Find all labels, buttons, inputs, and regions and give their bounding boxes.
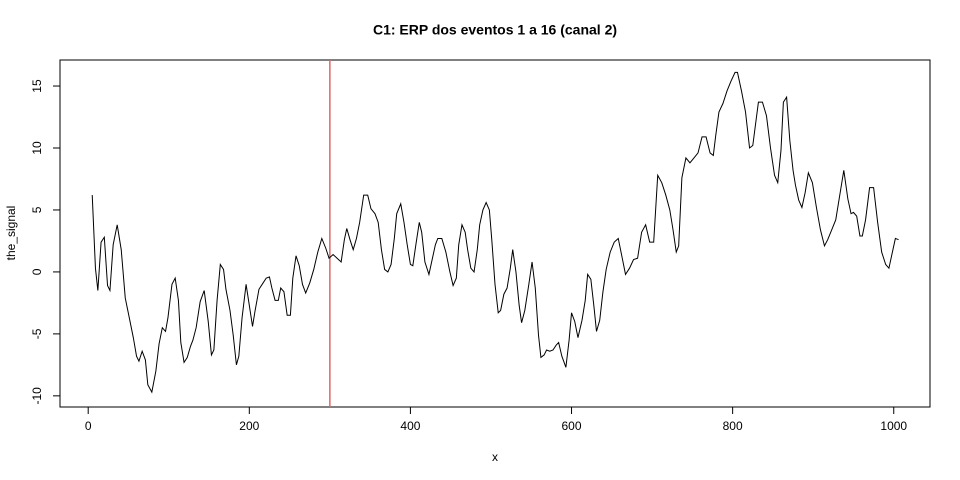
plot-box: [59, 59, 931, 408]
x-tick-label: 400: [400, 419, 420, 433]
y-tick-label: 15: [30, 79, 44, 93]
y-tick-label: 10: [30, 141, 44, 155]
y-axis-label: the_signal: [4, 206, 18, 261]
y-tick-label: -5: [30, 328, 44, 339]
x-tick-label: 800: [723, 419, 743, 433]
x-tick-label: 1000: [880, 419, 907, 433]
y-tick-label: 0: [30, 268, 44, 275]
y-tick-label: 5: [30, 206, 44, 213]
y-tick-label: -10: [30, 387, 44, 405]
x-tick-label: 200: [239, 419, 259, 433]
x-tick-label: 0: [85, 419, 92, 433]
x-tick-label: 600: [562, 419, 582, 433]
x-axis-label: x: [492, 450, 498, 464]
chart-title: C1: ERP dos eventos 1 a 16 (canal 2): [373, 22, 617, 38]
signal-line: [91, 71, 899, 394]
